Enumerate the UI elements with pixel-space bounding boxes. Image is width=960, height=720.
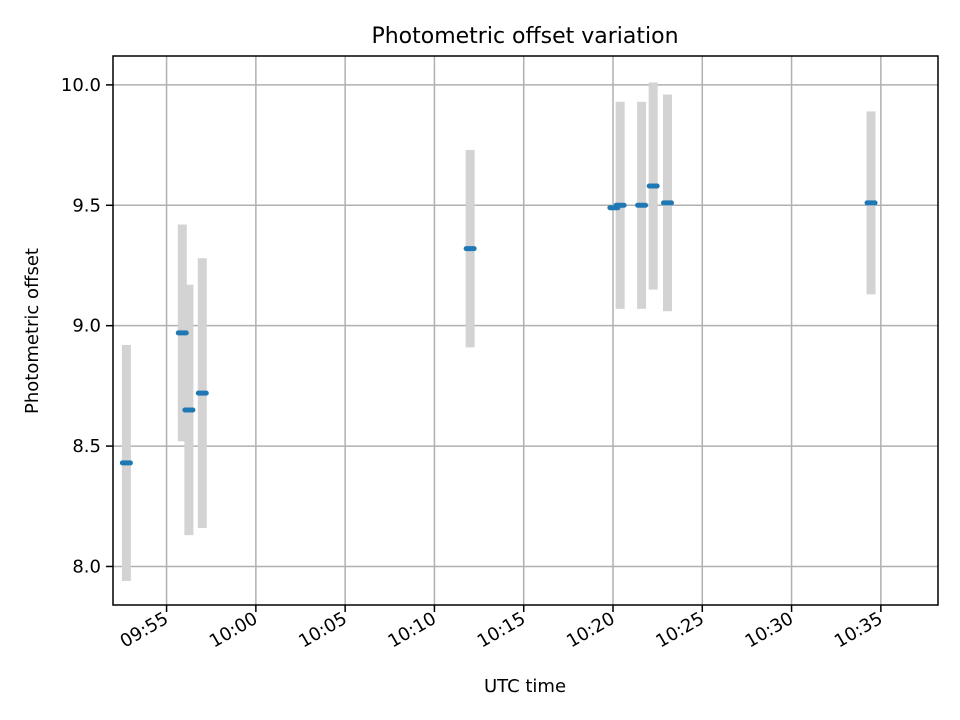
y-tick-label: 8.0 xyxy=(72,556,101,577)
x-axis-label: UTC time xyxy=(484,676,566,697)
grid xyxy=(113,56,938,605)
y-tick-label: 10.0 xyxy=(61,75,101,96)
data-points xyxy=(119,183,878,466)
chart-title: Photometric offset variation xyxy=(371,24,678,49)
y-tick-label: 9.0 xyxy=(72,316,101,337)
plot-frame xyxy=(112,55,939,606)
y-axis-label: Photometric offset xyxy=(22,248,43,414)
y-tick-label: 8.5 xyxy=(72,436,101,457)
y-axis-ticks: 8.0 8.5 9.0 9.5 10.0 xyxy=(61,75,113,577)
y-tick-label: 9.5 xyxy=(72,195,101,216)
